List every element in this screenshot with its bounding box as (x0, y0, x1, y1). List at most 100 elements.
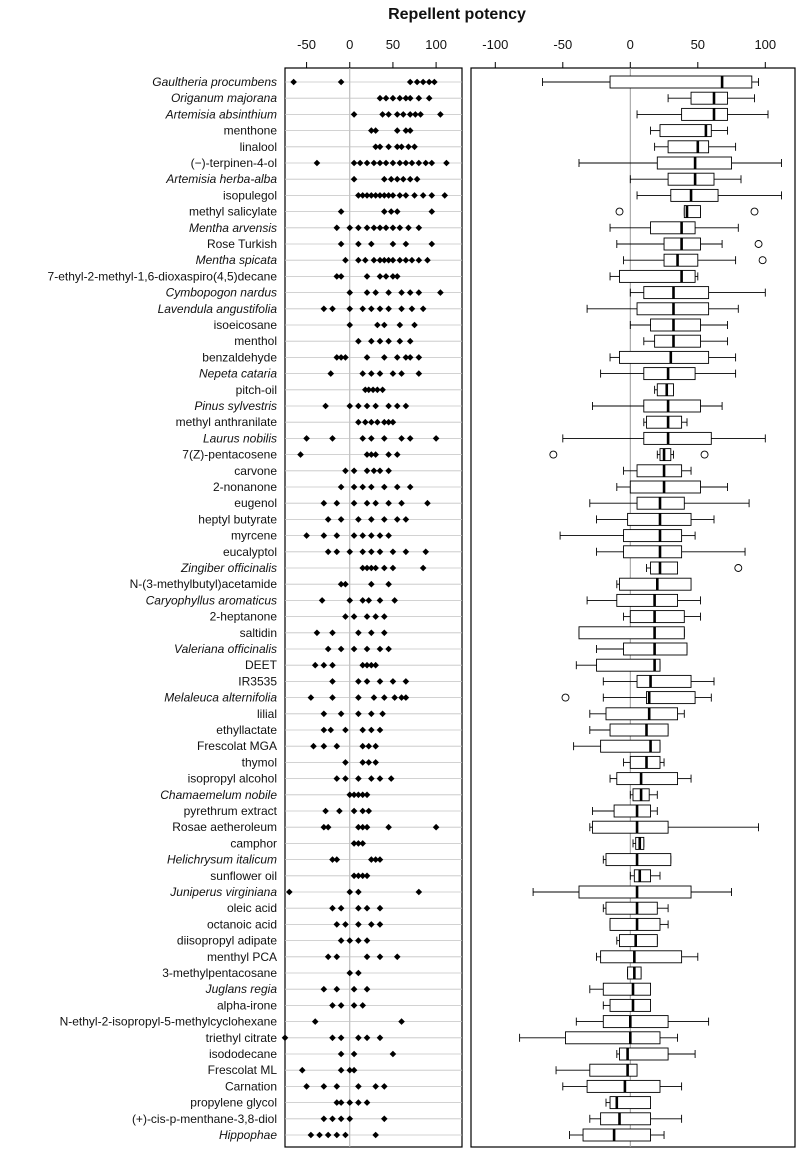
data-point (441, 192, 449, 199)
data-point (318, 597, 326, 604)
row-label: DEET (245, 658, 278, 672)
data-point (359, 532, 367, 539)
box-iqr (629, 755, 661, 769)
row-label: Zingiber officinalis (180, 561, 277, 575)
data-point (350, 807, 358, 815)
data-point (363, 224, 371, 232)
data-point (337, 208, 345, 215)
data-point (333, 856, 341, 863)
data-point (363, 661, 371, 669)
data-point (342, 759, 349, 766)
data-point (355, 1099, 362, 1106)
box-iqr (643, 367, 696, 381)
data-point (355, 904, 362, 912)
data-point (310, 742, 317, 750)
data-point (393, 143, 401, 151)
data-point (398, 499, 405, 507)
data-point (379, 111, 386, 118)
data-point (355, 937, 362, 944)
data-point (350, 1050, 358, 1058)
data-point (382, 159, 390, 167)
row-label: eugenol (234, 496, 277, 510)
box-iqr (619, 577, 692, 591)
data-point (419, 192, 427, 199)
row-labels: Gaultheria procumbens Origanum majorana Ar… (48, 75, 278, 1142)
dot-axis-tick-label: 50 (386, 37, 400, 52)
data-point (355, 240, 362, 248)
data-point (393, 127, 401, 134)
box-axis-tick-label: -100 (482, 37, 508, 52)
data-point (372, 759, 379, 766)
data-point (376, 1034, 384, 1042)
data-point (346, 791, 354, 799)
data-point (374, 321, 381, 329)
data-point (316, 1131, 323, 1139)
data-point (376, 337, 384, 345)
data-point (342, 726, 349, 734)
data-point (350, 499, 358, 507)
data-point (368, 435, 375, 442)
row-label: isoeicosane (214, 318, 278, 332)
data-point (363, 451, 371, 458)
data-point (382, 94, 390, 102)
box-iqr (616, 593, 678, 607)
data-point (329, 1115, 336, 1123)
box-iqr (643, 399, 701, 413)
data-point (389, 240, 397, 248)
data-point (402, 402, 410, 410)
data-point (376, 159, 384, 167)
data-point (374, 386, 381, 394)
data-point (419, 305, 427, 313)
data-point (355, 192, 362, 199)
data-point (355, 775, 362, 782)
data-point (376, 192, 384, 199)
data-point (370, 256, 378, 264)
data-point (350, 1002, 358, 1009)
data-point (320, 661, 328, 669)
data-point (359, 564, 367, 572)
data-point (355, 337, 362, 345)
data-point (363, 1034, 371, 1042)
data-point (398, 370, 405, 377)
data-point (389, 94, 397, 102)
row-label: propylene glycol (190, 1096, 277, 1110)
data-point (393, 402, 401, 410)
box-iqr (578, 885, 692, 899)
data-point (413, 175, 421, 183)
data-point (368, 661, 375, 669)
data-point (333, 548, 341, 556)
data-point (376, 904, 384, 912)
data-point (324, 1131, 332, 1139)
data-point (372, 1083, 379, 1090)
data-point (363, 791, 371, 799)
data-point (359, 742, 367, 750)
data-point (350, 175, 358, 183)
data-point (359, 192, 367, 199)
data-point (406, 289, 414, 296)
data-point (380, 694, 388, 701)
data-point (355, 629, 362, 637)
data-point (346, 289, 354, 296)
data-point (297, 451, 304, 458)
data-point (329, 904, 336, 912)
data-point (363, 613, 371, 620)
data-point (346, 969, 354, 977)
data-point (281, 1034, 289, 1042)
box-iqr (646, 691, 696, 705)
data-point (408, 305, 416, 313)
row-label: IR3535 (238, 674, 277, 688)
data-point (333, 532, 341, 539)
data-point (350, 840, 358, 847)
data-point (389, 678, 397, 685)
data-point (425, 94, 433, 102)
data-point (303, 435, 310, 442)
data-point (402, 94, 410, 102)
data-point (368, 548, 375, 556)
data-point (337, 1034, 345, 1042)
data-point (350, 111, 358, 118)
data-point (333, 985, 341, 993)
data-point (372, 499, 379, 507)
data-point (333, 1083, 341, 1090)
data-point (368, 564, 375, 572)
data-point (432, 435, 440, 442)
